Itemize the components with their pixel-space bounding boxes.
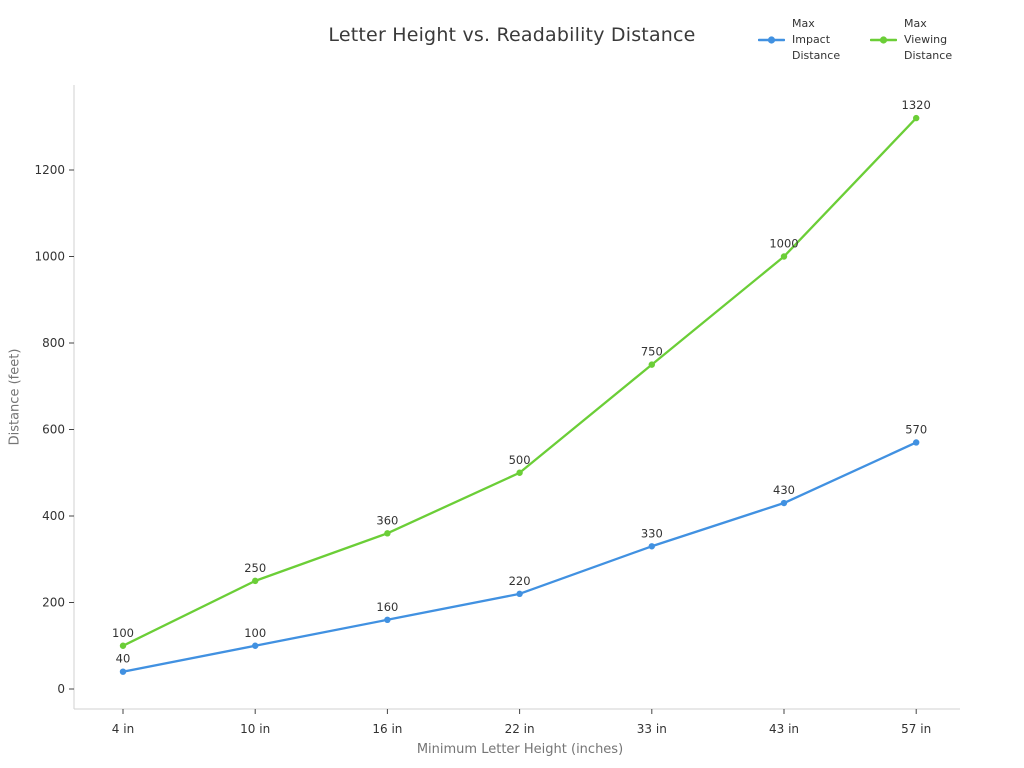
chart-title: Letter Height vs. Readability Distance (328, 24, 696, 46)
data-point-label: 40 (116, 652, 131, 666)
legend-label: Max Impact Distance (792, 17, 841, 62)
x-tick-label: 16 in (372, 722, 402, 736)
data-point-label: 250 (244, 561, 266, 575)
data-point-label: 430 (773, 483, 795, 497)
legend-item-max-viewing-distance[interactable]: Max Viewing Distance (870, 16, 962, 64)
data-point-marker (913, 439, 920, 446)
legend: Max Impact Distance Max Viewing Distance (758, 16, 962, 64)
data-point-marker (516, 590, 523, 598)
data-point-label: 220 (509, 574, 531, 588)
legend-label: Max Viewing Distance (904, 17, 953, 62)
data-point-marker (119, 668, 127, 675)
data-point-marker (252, 642, 259, 649)
data-point-marker (648, 361, 655, 368)
data-point-marker (119, 642, 127, 649)
data-point-marker (648, 543, 655, 550)
x-tick-label: 10 in (240, 722, 270, 736)
legend-line-marker-icon (870, 36, 897, 44)
data-point-marker (384, 530, 391, 537)
y-tick-label: 0 (57, 682, 65, 696)
data-point-label: 360 (376, 513, 398, 527)
x-axis-title: Minimum Letter Height (inches) (416, 742, 624, 757)
data-point-marker (516, 469, 523, 476)
y-tick-label: 800 (42, 336, 65, 350)
data-point-marker (780, 253, 788, 260)
x-tick-label: 33 in (637, 722, 667, 736)
x-tick-label: 57 in (901, 722, 931, 736)
y-axis-title: Distance (feet) (7, 348, 23, 446)
x-tick-label: 43 in (769, 722, 799, 736)
legend-item-max-impact-distance[interactable]: Max Impact Distance (758, 16, 850, 64)
series-line (121, 441, 918, 673)
y-tick-label: 600 (42, 423, 65, 437)
data-point-marker (252, 577, 259, 585)
y-tick-label: 1200 (34, 163, 65, 177)
data-point-label: 1000 (769, 237, 798, 251)
data-point-label: 160 (376, 600, 398, 614)
data-point-marker (913, 114, 920, 122)
series-line (121, 116, 918, 647)
data-point-label: 500 (509, 453, 531, 467)
data-point-label: 330 (641, 526, 663, 540)
data-point-label: 100 (112, 626, 134, 640)
x-tick-label: 4 in (112, 722, 134, 736)
data-point-label: 100 (244, 626, 266, 640)
data-point-label: 570 (905, 422, 927, 436)
data-point-label: 750 (641, 345, 663, 359)
legend-line-marker-icon (758, 36, 785, 44)
data-point-label: 1320 (902, 98, 931, 112)
x-tick-label: 22 in (505, 722, 535, 736)
data-point-marker (780, 499, 788, 507)
y-tick-label: 400 (42, 509, 65, 523)
data-point-marker (384, 616, 391, 623)
y-tick-label: 1000 (34, 250, 65, 264)
y-tick-label: 200 (42, 596, 65, 610)
